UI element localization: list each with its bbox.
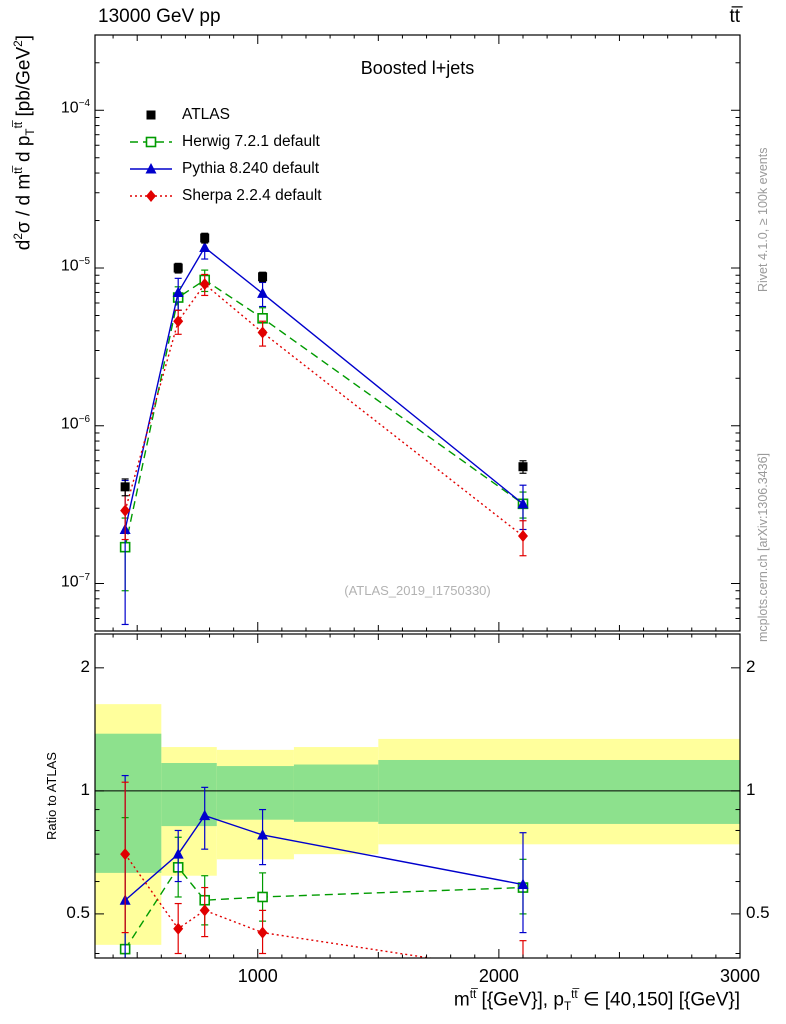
x-axis-title: mtt̅ [{GeV}], pTtt̅ ∈ [40,150] [{GeV}] bbox=[453, 988, 740, 1014]
process-title: tt̅ bbox=[729, 6, 740, 27]
mcplots-reference-note: mcplots.cern.ch [arXiv:1306.3436] bbox=[756, 453, 770, 642]
rivet-version-note: Rivet 4.1.0, ≥ 100k events bbox=[756, 147, 770, 292]
main-panel-series bbox=[119, 232, 529, 626]
ratio-panel-series bbox=[119, 774, 529, 958]
legend-item-atlas: ATLAS bbox=[128, 101, 322, 128]
y-tick-label: 10−5 bbox=[60, 256, 90, 275]
ratio-tick-label-right: 2 bbox=[746, 656, 756, 676]
panel-frame bbox=[94, 34, 741, 632]
ratio-tick-label-right: 0.5 bbox=[746, 902, 770, 922]
band-green bbox=[293, 764, 379, 822]
legend-sample-atlas bbox=[146, 110, 156, 119]
legend-label: Herwig 7.2.1 default bbox=[182, 132, 320, 150]
legend-sample-pythia-8-240-default bbox=[130, 162, 172, 173]
band-green bbox=[216, 766, 294, 820]
x-tick-label: 2000 bbox=[478, 966, 519, 986]
observable-title: Boosted l+jets bbox=[360, 58, 475, 78]
y-tick-label: 10−4 bbox=[60, 98, 90, 117]
band-green bbox=[95, 733, 162, 873]
y-axis-title: d2σ / d mtt̅ d pTtt̅ [pb/GeV2] bbox=[12, 35, 38, 251]
ratio-tick-label-left: 1 bbox=[80, 779, 90, 799]
ratio-tick-label-left: 2 bbox=[80, 656, 90, 676]
legend-sample-herwig-7-2-1-default bbox=[130, 136, 172, 147]
ratio-tick-label-left: 0.5 bbox=[66, 902, 90, 922]
legend-item-sherpa-2-2-4-default: Sherpa 2.2.4 default bbox=[128, 182, 322, 209]
series-atlas bbox=[120, 232, 528, 497]
series-pythia-8-240-default bbox=[119, 236, 529, 626]
collision-energy-title: 13000 GeV pp bbox=[98, 6, 221, 27]
legend: ATLAS Herwig 7.2.1 default Pythia 8.240 de… bbox=[128, 101, 322, 209]
legend-item-pythia-8-240-default: Pythia 8.240 default bbox=[128, 155, 322, 182]
legend-label: Pythia 8.240 default bbox=[182, 159, 320, 177]
ratio-tick-label-right: 1 bbox=[746, 779, 756, 799]
x-tick-label: 3000 bbox=[719, 966, 761, 986]
legend-label: ATLAS bbox=[182, 105, 230, 123]
legend-sample-sherpa-2-2-4-default bbox=[130, 189, 172, 202]
legend-item-herwig-7-2-1-default: Herwig 7.2.1 default bbox=[128, 128, 322, 155]
x-tick-label: 1000 bbox=[237, 966, 278, 986]
uncertainty-bands bbox=[95, 704, 740, 945]
series-herwig-7-2-1-default bbox=[119, 269, 529, 592]
series-sherpa-2-2-4-default bbox=[120, 273, 528, 557]
series-sherpa-2-2-4-default-ratio bbox=[120, 781, 527, 958]
analysis-watermark: (ATLAS_2019_I1750330) bbox=[344, 583, 491, 598]
legend-label: Sherpa 2.2.4 default bbox=[182, 186, 322, 204]
panel-frame bbox=[94, 633, 741, 959]
y-tick-label: 10−7 bbox=[60, 571, 90, 590]
band-green bbox=[378, 759, 740, 824]
y-tick-label: 10−6 bbox=[60, 413, 90, 433]
